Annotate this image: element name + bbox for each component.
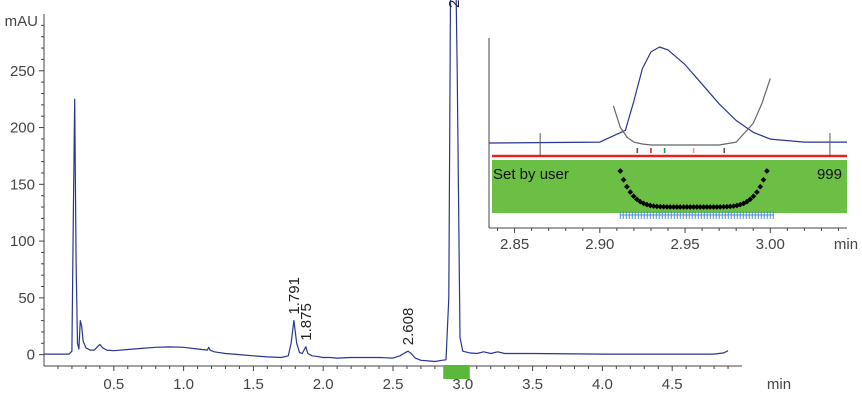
main-x-tick-label: 2.0 [313,376,334,393]
inset-dot [620,176,627,183]
main-chromatogram: mAU 0 50 100 150 200 250 min 0.5 1.0 1.5 2.0 2.5 3… [5,0,791,393]
inset-dot [747,196,754,203]
inset-x-tick-label: 2.90 [585,236,614,253]
inset-peak-zoom: Set by user 999 2.85 2.90 2.95 3.00 min [488,38,858,253]
inset-dot [687,204,694,210]
peak-label: 1.875 [298,303,315,341]
main-y-tick-label: 200 [10,120,35,137]
inset-dot [757,183,764,190]
inset-dot [617,168,624,174]
peak-label: 2.608 [400,308,417,346]
inset-dot [654,203,660,210]
integration-mode-label: Set by user [493,166,569,183]
inset-dot [727,203,734,210]
inset-dot [684,204,690,210]
inset-dot [634,196,640,203]
inset-x-tick-label: 2.85 [500,236,529,253]
inset-dot [720,203,727,210]
main-y-axis: mAU 0 50 100 150 200 250 [5,13,45,366]
main-x-tick-label: 1.5 [243,376,264,393]
inset-dot [674,204,680,210]
inset-series-line [488,46,847,144]
inset-x-ticks: 2.85 2.90 2.95 3.00 [497,228,839,253]
baseline-markers [636,148,726,153]
main-y-tick-label: 150 [10,176,35,193]
main-x-tick-label: 3.0 [452,376,473,393]
main-x-tick-label: 3.5 [522,376,543,393]
inset-dot [677,204,684,210]
main-x-tick-label: 4.5 [662,376,683,393]
peak-label: 1.791 [286,277,303,315]
inset-dot [630,193,637,200]
inset-dot [714,204,720,210]
inset-dot [694,204,700,210]
inset-dot [624,183,630,190]
inset-dot [627,189,634,195]
inset-dot [690,204,697,210]
inset-x-tick-label: 3.00 [756,236,785,253]
main-x-axis-unit: min [767,376,791,393]
inset-dot [650,203,657,209]
main-y-tick-label: 0 [27,347,35,364]
inset-dot [754,189,760,195]
main-x-axis: min 0.5 1.0 1.5 2.0 2.5 3.0 3.5 4.0 4.5 [44,365,791,393]
inset-dot [717,204,724,210]
inset-series-line [612,78,771,146]
inset-dot [760,176,767,183]
main-x-tick-label: 1.0 [173,376,194,393]
main-x-tick-label: 0.5 [103,376,124,393]
integration-bound-markers [539,133,831,156]
inset-x-axis-unit: min [834,236,858,253]
inset-dot [744,198,750,205]
inset-dot [660,203,667,210]
inset-dot [657,203,664,210]
main-y-tick-label: 250 [10,63,35,80]
inset-dot [764,168,770,174]
inset-x-tick-label: 2.95 [670,236,699,253]
inset-dot [670,204,677,210]
inset-dot [707,204,714,210]
inset-blue-tick-row [619,211,774,219]
main-x-tick-label: 2.5 [383,376,404,393]
integration-parameter-bar [492,160,847,213]
main-y-tick-label: 50 [18,290,35,307]
inset-dot [664,204,670,210]
inset-dot [697,204,704,210]
inset-dot [710,204,717,210]
inset-dot [750,193,757,200]
inset-series-lines [488,46,847,146]
chromatogram-trace [44,0,729,363]
main-x-tick-label: 4.0 [592,376,613,393]
inset-dot [700,204,707,210]
integration-value-label: 999 [817,166,842,183]
inset-dot [667,204,674,210]
inset-dot [704,204,710,210]
main-y-tick-label: 100 [10,233,35,250]
main-y-axis-unit: mAU [5,13,38,30]
peak-label: 2.937 [446,0,463,8]
inset-dot [724,203,730,210]
inset-black-dot-curve [617,168,770,210]
inset-dot [680,204,687,210]
integration-region-marker [443,365,470,379]
